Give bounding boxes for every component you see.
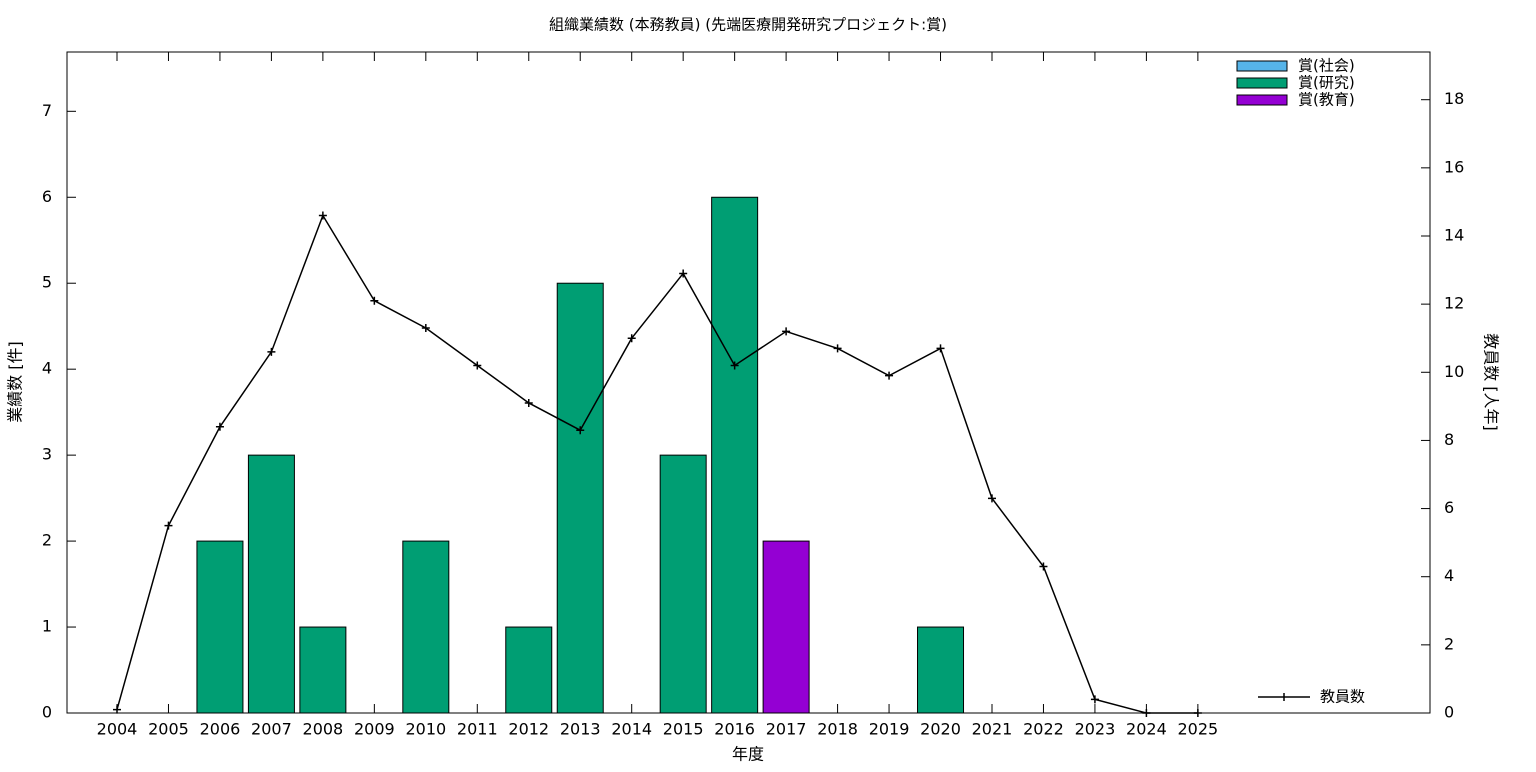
- bar: [402, 540, 450, 714]
- x-tick-label: 2020: [920, 720, 961, 739]
- line: [116, 213, 1198, 714]
- line-marker: [576, 426, 585, 435]
- x-tick-label: 2005: [148, 720, 189, 739]
- y-tick-label: 5: [42, 273, 52, 292]
- x-tick-label: 2004: [97, 720, 138, 739]
- legend-swatch: [1236, 94, 1288, 106]
- line-marker: [730, 361, 739, 370]
- x-tick-label: 2019: [869, 720, 910, 739]
- x-tick-label: 2025: [1178, 720, 1219, 739]
- y-tick-label: 6: [42, 187, 52, 206]
- line-marker: [833, 344, 842, 353]
- y2-tick-label: 0: [1444, 703, 1454, 722]
- y-tick-label: 1: [42, 617, 52, 636]
- y2-tick-label: 8: [1444, 430, 1454, 449]
- legend-label: 賞(社会): [1298, 57, 1355, 75]
- line-marker: [473, 361, 482, 370]
- bar: [556, 282, 604, 714]
- y2-tick-label: 10: [1444, 362, 1464, 381]
- x-axis-label: 年度: [732, 745, 764, 764]
- y2-tick-label: 4: [1444, 566, 1454, 585]
- y2-tick-label: 12: [1444, 294, 1464, 313]
- y-tick-label: 7: [42, 101, 52, 120]
- line-marker: [1039, 562, 1048, 571]
- bar: [711, 196, 759, 714]
- x-tick-label: 2008: [303, 720, 344, 739]
- x-tick-label: 2010: [405, 720, 446, 739]
- x-tick-label: 2023: [1075, 720, 1116, 739]
- legend-label: 賞(教育): [1298, 91, 1355, 109]
- y2-tick-label: 14: [1444, 225, 1464, 244]
- legend-label: 賞(研究): [1298, 74, 1355, 92]
- x-tick-label: 2012: [508, 720, 549, 739]
- y2-axis-label: 教員数 [人年]: [1482, 333, 1501, 431]
- y2-tick-label: 16: [1444, 157, 1464, 176]
- x-tick-label: 2017: [766, 720, 807, 739]
- x-tick-label: 2009: [354, 720, 395, 739]
- line-marker: [1142, 709, 1151, 717]
- y-tick-label: 3: [42, 445, 52, 464]
- bar: [247, 454, 295, 714]
- bar: [917, 626, 965, 714]
- x-tick-label: 2022: [1023, 720, 1064, 739]
- y-tick-label: 0: [42, 703, 52, 722]
- line-marker: [524, 398, 533, 407]
- x-tick-label: 2015: [663, 720, 704, 739]
- legend-line: [1258, 693, 1310, 701]
- line-marker: [885, 371, 894, 380]
- y2-tick-label: 6: [1444, 498, 1454, 517]
- x-tick-label: 2016: [714, 720, 755, 739]
- x-tick-label: 2011: [457, 720, 498, 739]
- x-tick-label: 2021: [972, 720, 1013, 739]
- bar: [762, 540, 810, 714]
- y2-tick-label: 2: [1444, 634, 1454, 653]
- line-marker: [370, 296, 379, 305]
- x-tick-label: 2013: [560, 720, 601, 739]
- line-marker: [421, 323, 430, 332]
- x-tick-label: 2014: [611, 720, 652, 739]
- y-tick-label: 2: [42, 531, 52, 550]
- line-marker: [267, 347, 276, 356]
- x-tick-label: 2006: [200, 720, 241, 739]
- y-tick-label: 4: [42, 359, 52, 378]
- line-marker: [113, 705, 121, 714]
- line-marker: [679, 269, 688, 278]
- line-marker: [627, 334, 636, 343]
- x-tick-label: 2018: [817, 720, 858, 739]
- bar: [659, 454, 707, 714]
- line-marker: [782, 327, 791, 336]
- y2-tick-label: 18: [1444, 89, 1464, 108]
- legend-label: 教員数: [1320, 688, 1365, 706]
- x-tick-label: 2007: [251, 720, 292, 739]
- line-marker: [215, 422, 224, 431]
- line-marker: [318, 211, 327, 220]
- line-marker: [164, 521, 173, 530]
- bar: [299, 626, 347, 714]
- line-marker: [936, 344, 945, 353]
- line-marker: [987, 494, 996, 503]
- x-tick-label: 2024: [1126, 720, 1167, 739]
- bar: [505, 626, 553, 714]
- chart-title: 組織業績数 (本務教員) (先端医療開発研究プロジェクト:賞): [549, 16, 947, 34]
- bar: [196, 540, 244, 714]
- legend-swatch: [1236, 60, 1288, 72]
- line-marker: [1193, 709, 1202, 717]
- legend-swatch: [1236, 77, 1288, 89]
- line-marker: [1090, 695, 1099, 704]
- y-axis-label: 業績数 [件]: [6, 341, 25, 423]
